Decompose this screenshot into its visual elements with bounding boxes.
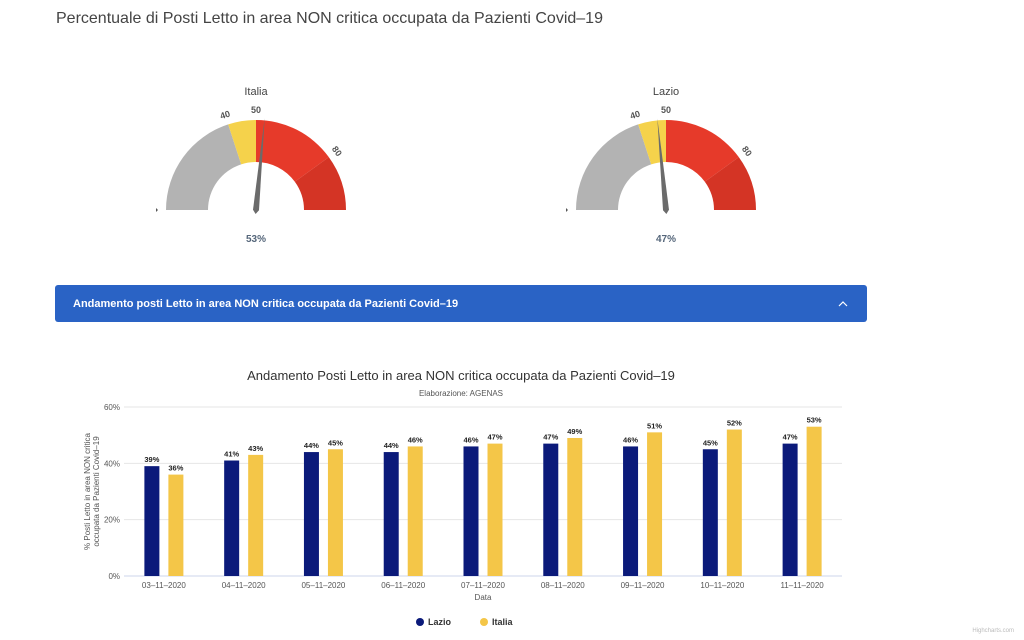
data-label-italia: 51% bbox=[647, 421, 662, 430]
gauge-italia-label: Italia bbox=[244, 86, 268, 98]
bar-lazio bbox=[303, 452, 319, 576]
legend-marker bbox=[416, 618, 424, 626]
gauge-italia-value: 53% bbox=[246, 234, 266, 245]
data-label-italia: 45% bbox=[328, 438, 343, 447]
gauge-lazio-band-0 bbox=[576, 124, 652, 210]
bar-italia bbox=[806, 426, 822, 576]
bar-italia bbox=[567, 437, 583, 576]
data-label-lazio: 46% bbox=[463, 435, 478, 444]
bar-lazio bbox=[623, 446, 639, 576]
bar-lazio bbox=[383, 452, 399, 576]
data-label-italia: 49% bbox=[567, 427, 582, 436]
gauge-italia-band-2 bbox=[256, 120, 329, 182]
bar-italia bbox=[407, 446, 423, 576]
x-tick-label: 07–11–2020 bbox=[461, 581, 505, 590]
data-label-italia: 47% bbox=[487, 433, 502, 442]
gauge-lazio-band-1 bbox=[638, 120, 666, 165]
chart-credit: Highcharts.com bbox=[972, 628, 1014, 634]
data-label-lazio: 46% bbox=[623, 435, 638, 444]
chevron-up-icon[interactable] bbox=[837, 298, 849, 310]
y-tick-label: 60% bbox=[104, 403, 120, 412]
legend-item-italia[interactable]: Italia bbox=[480, 617, 514, 627]
data-label-lazio: 44% bbox=[384, 441, 399, 450]
bar-lazio bbox=[224, 460, 240, 576]
gauge-lazio-tick: 80 bbox=[740, 144, 754, 158]
gauge-italia-svg: Italia 40 50 80 53% bbox=[156, 86, 346, 245]
bar-italia bbox=[168, 474, 184, 576]
data-label-lazio: 44% bbox=[304, 441, 319, 450]
bar-lazio bbox=[543, 443, 559, 576]
bar-lazio bbox=[702, 449, 718, 576]
data-label-italia: 43% bbox=[248, 444, 263, 453]
gauge-italia: Italia 40 50 80 53% bbox=[136, 80, 376, 260]
gauge-lazio: Lazio 40 50 80 47% bbox=[546, 80, 786, 260]
bar-chart: Andamento Posti Letto in area NON critic… bbox=[80, 360, 860, 635]
legend-item-lazio[interactable]: Lazio bbox=[416, 617, 452, 627]
chart-subtitle: Elaborazione: AGENAS bbox=[419, 389, 503, 398]
data-label-lazio: 47% bbox=[783, 433, 798, 442]
gauge-italia-band-0 bbox=[166, 124, 242, 210]
y-tick-label: 20% bbox=[104, 516, 120, 525]
data-label-lazio: 41% bbox=[224, 450, 239, 459]
data-label-italia: 52% bbox=[727, 419, 742, 428]
gauge-italia-band-3 bbox=[294, 157, 346, 210]
x-tick-label: 05–11–2020 bbox=[301, 581, 345, 590]
gauge-italia-band-1 bbox=[228, 120, 256, 165]
gauge-lazio-svg: Lazio 40 50 80 47% bbox=[566, 86, 756, 245]
data-label-lazio: 39% bbox=[144, 455, 159, 464]
y-axis-label: % Posti Letto in area NON criticaoccupat… bbox=[83, 432, 101, 549]
y-tick-label: 0% bbox=[108, 572, 120, 581]
legend-label: Italia bbox=[492, 617, 514, 627]
x-tick-label: 03–11–2020 bbox=[142, 581, 186, 590]
gauge-lazio-band-2 bbox=[666, 120, 739, 182]
gauge-lazio-label: Lazio bbox=[653, 86, 679, 98]
gauge-lazio-tick: 40 bbox=[629, 109, 642, 122]
data-label-lazio: 45% bbox=[703, 438, 718, 447]
gauge-lazio-value: 47% bbox=[656, 234, 676, 245]
bar-chart-svg: Andamento Posti Letto in area NON critic… bbox=[83, 368, 842, 627]
gauge-lazio-needle bbox=[657, 118, 669, 214]
x-tick-label: 06–11–2020 bbox=[381, 581, 425, 590]
legend-marker bbox=[480, 618, 488, 626]
legend-label: Lazio bbox=[428, 617, 452, 627]
data-label-italia: 46% bbox=[408, 435, 423, 444]
data-label-italia: 36% bbox=[168, 464, 183, 473]
x-tick-label: 10–11–2020 bbox=[700, 581, 744, 590]
x-tick-label: 09–11–2020 bbox=[621, 581, 665, 590]
accordion-header[interactable]: Andamento posti Letto in area NON critic… bbox=[55, 285, 867, 322]
gauge-italia-tick: 50 bbox=[251, 105, 261, 115]
gauge-italia-needle bbox=[253, 118, 265, 214]
x-tick-label: 11–11–2020 bbox=[780, 581, 824, 590]
accordion-title: Andamento posti Letto in area NON critic… bbox=[73, 297, 459, 310]
gauge-lazio-min-marker bbox=[566, 208, 568, 212]
x-axis-label: Data bbox=[475, 593, 492, 602]
bar-italia bbox=[487, 443, 503, 576]
data-label-lazio: 47% bbox=[543, 433, 558, 442]
x-tick-label: 04–11–2020 bbox=[222, 581, 266, 590]
page-title: Percentuale di Posti Letto in area NON c… bbox=[56, 10, 603, 27]
bar-lazio bbox=[463, 446, 479, 576]
bar-italia bbox=[647, 432, 663, 576]
gauge-lazio-tick: 50 bbox=[661, 105, 671, 115]
y-tick-label: 40% bbox=[104, 459, 120, 468]
gauge-italia-tick: 40 bbox=[219, 109, 232, 122]
chart-title: Andamento Posti Letto in area NON critic… bbox=[247, 368, 675, 383]
gauge-lazio-band-3 bbox=[704, 157, 756, 210]
bar-italia bbox=[248, 454, 264, 576]
gauge-italia-tick: 80 bbox=[330, 144, 344, 158]
gauge-italia-min-marker bbox=[156, 208, 158, 212]
data-label-italia: 53% bbox=[807, 416, 822, 425]
bar-lazio bbox=[782, 443, 798, 576]
bar-italia bbox=[726, 429, 742, 576]
bar-lazio bbox=[144, 466, 160, 576]
x-tick-label: 08–11–2020 bbox=[541, 581, 585, 590]
bar-italia bbox=[327, 449, 343, 576]
